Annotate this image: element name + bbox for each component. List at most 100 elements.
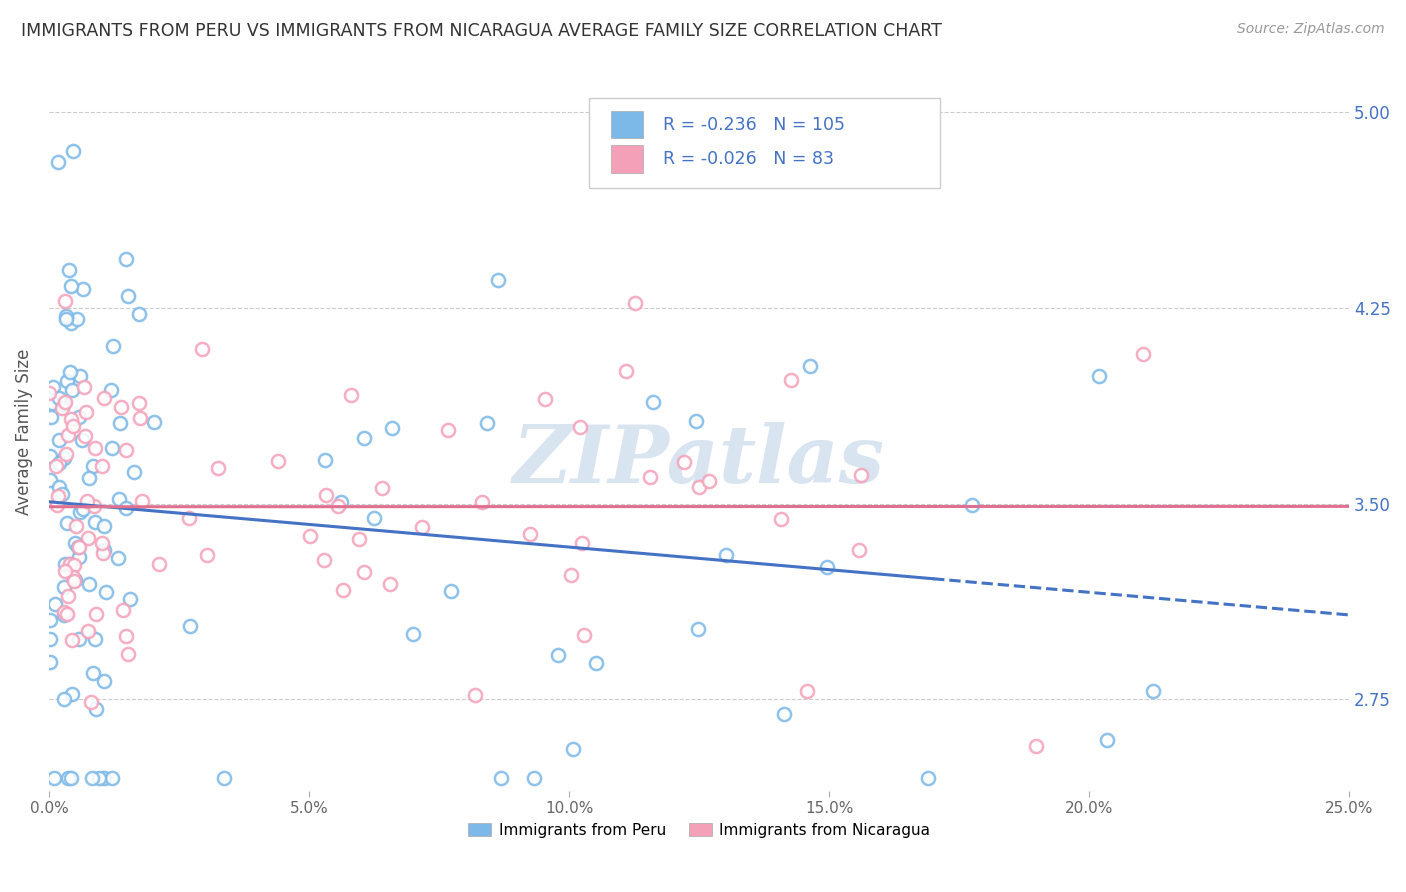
- Text: Source: ZipAtlas.com: Source: ZipAtlas.com: [1237, 22, 1385, 37]
- Point: [45, 498, 67, 512]
- Point: [56, 428, 79, 442]
- Point: [328, 500, 350, 514]
- Point: [330, 494, 353, 508]
- Point: [72, 502, 94, 516]
- Point: [643, 395, 665, 409]
- Point: [60, 411, 83, 425]
- FancyBboxPatch shape: [610, 111, 643, 138]
- Point: [77, 531, 100, 545]
- Point: [101, 441, 124, 455]
- Point: [67, 540, 90, 554]
- Point: [39, 473, 62, 487]
- Point: [411, 520, 433, 534]
- Point: [339, 388, 361, 402]
- Point: [848, 543, 870, 558]
- Point: [773, 707, 796, 722]
- Point: [60, 632, 83, 647]
- Point: [58, 262, 80, 277]
- Point: [1025, 739, 1047, 753]
- Point: [93, 519, 115, 533]
- Point: [41, 396, 63, 410]
- Point: [523, 771, 546, 785]
- Point: [1087, 368, 1109, 383]
- Point: [614, 364, 637, 378]
- Point: [90, 535, 112, 549]
- Point: [697, 474, 720, 488]
- Point: [44, 597, 66, 611]
- Point: [94, 585, 117, 599]
- Point: [53, 394, 76, 409]
- Point: [1132, 347, 1154, 361]
- Point: [312, 553, 335, 567]
- Point: [87, 771, 110, 785]
- Point: [53, 607, 76, 622]
- FancyBboxPatch shape: [589, 98, 939, 188]
- Text: IMMIGRANTS FROM PERU VS IMMIGRANTS FROM NICARAGUA AVERAGE FAMILY SIZE CORRELATIO: IMMIGRANTS FROM PERU VS IMMIGRANTS FROM …: [21, 22, 942, 40]
- Point: [55, 374, 77, 388]
- Point: [38, 385, 60, 400]
- Point: [83, 632, 105, 647]
- Point: [91, 458, 114, 473]
- Point: [63, 536, 86, 550]
- Point: [59, 316, 82, 330]
- Point: [60, 384, 83, 398]
- Point: [1095, 732, 1118, 747]
- Point: [51, 486, 73, 500]
- Point: [780, 373, 803, 387]
- Y-axis label: Average Family Size: Average Family Size: [15, 349, 32, 515]
- Point: [39, 632, 62, 647]
- Point: [107, 550, 129, 565]
- Point: [110, 416, 132, 430]
- Point: [815, 559, 838, 574]
- Point: [80, 771, 103, 785]
- Point: [67, 550, 90, 565]
- Point: [66, 312, 89, 326]
- Point: [195, 548, 218, 562]
- Point: [849, 468, 872, 483]
- Point: [52, 396, 75, 410]
- Point: [560, 568, 582, 582]
- Point: [378, 577, 401, 591]
- Point: [714, 548, 737, 562]
- Point: [58, 557, 80, 571]
- Point: [143, 415, 166, 429]
- Point: [53, 451, 76, 466]
- Point: [672, 455, 695, 469]
- Point: [534, 392, 557, 406]
- Point: [59, 365, 82, 379]
- Point: [571, 536, 593, 550]
- Point: [917, 771, 939, 785]
- Point: [77, 624, 100, 638]
- Point: [83, 499, 105, 513]
- Point: [623, 296, 645, 310]
- Point: [67, 632, 90, 646]
- Point: [685, 414, 707, 428]
- Point: [115, 252, 138, 266]
- Point: [177, 510, 200, 524]
- Point: [437, 423, 460, 437]
- Point: [69, 369, 91, 384]
- Point: [72, 433, 94, 447]
- Point: [370, 481, 392, 495]
- Point: [62, 419, 84, 434]
- Point: [51, 401, 73, 416]
- Point: [115, 442, 138, 457]
- Point: [207, 461, 229, 475]
- Point: [72, 380, 94, 394]
- Point: [486, 273, 509, 287]
- Point: [103, 338, 125, 352]
- Point: [108, 492, 131, 507]
- Point: [267, 454, 290, 468]
- Point: [115, 629, 138, 643]
- Point: [115, 501, 138, 516]
- Point: [477, 417, 499, 431]
- Point: [48, 391, 70, 405]
- Point: [42, 380, 65, 394]
- Point: [44, 771, 66, 785]
- Point: [48, 489, 70, 503]
- Point: [569, 420, 592, 434]
- Point: [562, 742, 585, 756]
- Point: [314, 452, 336, 467]
- Point: [55, 312, 77, 326]
- Point: [60, 688, 83, 702]
